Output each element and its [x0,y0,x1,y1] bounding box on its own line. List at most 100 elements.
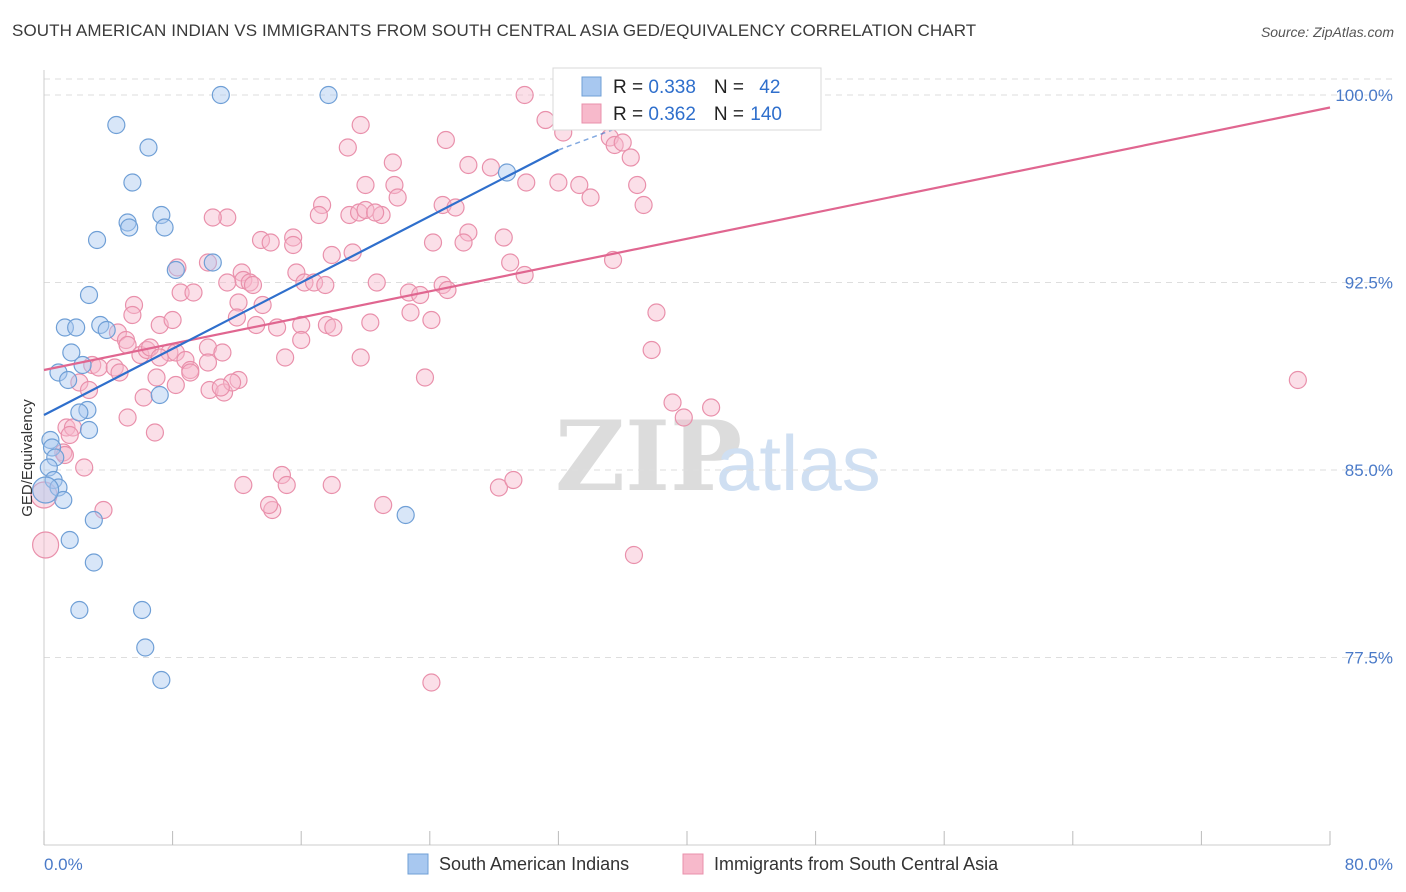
data-point [70,600,89,620]
data-point [211,378,230,397]
data-point [702,398,721,417]
data-point [79,285,99,305]
data-point [374,495,393,515]
data-point [89,358,108,377]
y-tick-label: 85.0% [1345,461,1393,480]
data-point [284,235,303,255]
data-point [501,253,520,272]
data-point [361,313,380,332]
data-point [75,458,94,477]
stats-n-value: 140 [750,104,782,125]
legend-swatch-south-american-indians [407,853,429,875]
data-point [60,530,79,550]
data-point [261,233,280,252]
data-point [581,188,600,207]
chart-title: SOUTH AMERICAN INDIAN VS IMMIGRANTS FROM… [12,21,977,40]
data-point [549,173,568,192]
data-point [79,420,99,440]
data-point [396,505,415,525]
data-point [459,223,478,242]
data-point [438,280,457,300]
watermark-zip: ZIP [555,400,742,513]
data-point [674,408,693,427]
data-point [105,358,124,377]
y-tick-label: 77.5% [1345,649,1393,668]
data-point [351,348,370,367]
data-point [42,438,62,457]
data-point [107,115,126,135]
data-point [229,293,248,312]
data-point [171,283,190,302]
data-point [84,553,103,572]
data-point [322,475,341,495]
y-tick-label: 92.5% [1345,274,1393,293]
trend-lines [43,106,1331,416]
data-point [181,363,200,382]
data-point [628,175,647,195]
data-point [422,673,441,692]
data-point [147,368,166,387]
stats-row-blue: R = 0.338 N = 42 [613,77,780,98]
data-point [222,373,242,392]
data-point [383,153,402,172]
data-point [60,425,79,445]
data-point [415,368,435,387]
data-point [94,500,113,520]
data-point [1288,370,1307,390]
data-point [134,388,153,407]
data-point [46,448,65,467]
data-point [494,228,513,247]
data-point [62,343,81,362]
data-point [272,465,292,485]
stats-r-label: R = [613,77,648,98]
source-credit: Source: ZipAtlas.com [1260,24,1394,40]
data-point [70,403,89,422]
data-point [123,173,142,192]
stats-r-label: R = [613,104,648,125]
stats-n-label: N = [714,104,749,125]
data-point [436,130,455,150]
data-point [284,228,303,247]
data-point [446,198,465,217]
data-point [481,158,500,177]
data-point [388,188,407,207]
data-point [200,380,219,400]
data-point [536,110,555,130]
watermark-atlas: atlas [716,419,881,507]
data-point [401,303,420,322]
y-axis-label: GED/Equivalency [19,399,36,517]
data-point [240,273,259,292]
data-point [624,545,644,565]
data-point [277,475,296,495]
data-point [152,670,171,690]
data-point [218,208,237,227]
data-point [259,495,279,515]
y-tick-labels: 77.5% 85.0% 92.5% 100.0% [1335,86,1393,668]
data-point [422,310,441,330]
data-point [312,195,332,215]
gridlines [44,78,1393,658]
data-point [454,233,473,252]
data-point [504,470,523,490]
data-point [663,393,682,412]
data-point [198,253,218,272]
data-point [423,233,443,252]
data-point [73,355,92,375]
data-point [84,510,103,530]
data-point [32,476,60,504]
data-point [517,173,536,192]
legend-swatch-immigrants-south-central-asia [682,853,704,875]
stats-r-value: 0.338 [648,77,696,98]
data-point [203,253,222,272]
data-point [150,385,169,405]
data-point [234,475,253,495]
data-point [243,275,263,295]
stats-swatch-pink [581,103,602,124]
data-point [218,273,237,292]
x-axis-ticks [43,831,1331,845]
data-point [642,340,661,360]
data-point [276,348,295,367]
data-point [316,275,335,295]
data-point [155,218,174,237]
data-point [120,218,139,237]
